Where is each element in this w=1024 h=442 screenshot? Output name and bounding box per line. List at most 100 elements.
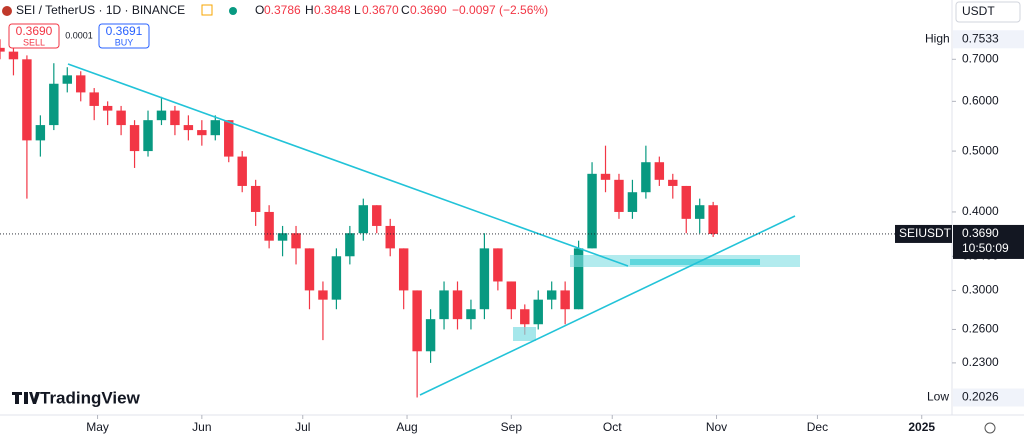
price-tag bbox=[953, 224, 1024, 259]
sell-button[interactable] bbox=[8, 23, 60, 49]
zone bbox=[513, 327, 536, 341]
price-tag-label: 0.3690 bbox=[962, 226, 999, 240]
candle-body bbox=[0, 47, 5, 52]
candle-body bbox=[533, 299, 543, 325]
candle-body bbox=[277, 233, 288, 241]
y-tick-label: 0.2300 bbox=[962, 355, 999, 369]
candle-body bbox=[331, 256, 342, 300]
candle-body bbox=[506, 281, 517, 310]
x-tick-label: Oct bbox=[603, 420, 622, 434]
candle-body bbox=[358, 205, 369, 234]
ohlc-close: 0.3690 bbox=[410, 3, 447, 17]
ohlc-high: 0.3848 bbox=[314, 3, 351, 17]
candle-body bbox=[143, 120, 153, 152]
y-tick-label: 0.3000 bbox=[962, 283, 999, 297]
trend-line bbox=[419, 215, 796, 396]
candle-body bbox=[520, 309, 530, 325]
y-tick-label: 0.4000 bbox=[962, 204, 999, 218]
candle-body bbox=[452, 290, 463, 320]
candle-body bbox=[35, 125, 46, 141]
spread: 0.0001 bbox=[65, 30, 93, 40]
candle-body bbox=[129, 125, 140, 152]
ohlc-l-label: L bbox=[354, 3, 361, 17]
candle-body bbox=[345, 233, 355, 257]
settings-icon[interactable] bbox=[984, 422, 996, 434]
currency-button[interactable] bbox=[955, 1, 1021, 23]
candle-body bbox=[600, 173, 611, 180]
candle-body bbox=[318, 290, 328, 300]
symbol-tag bbox=[895, 224, 952, 243]
candle-body bbox=[385, 225, 395, 249]
candle-body bbox=[641, 162, 651, 193]
candle-body bbox=[560, 290, 570, 310]
candle-body bbox=[479, 248, 490, 310]
candle-body bbox=[264, 211, 274, 241]
ohlc-c-label: C bbox=[401, 3, 410, 17]
low-tag bbox=[953, 388, 1024, 407]
candle-body bbox=[183, 125, 194, 131]
low-value: 0.2026 bbox=[962, 390, 999, 404]
low-label: Low bbox=[927, 390, 949, 404]
candle-body bbox=[102, 105, 113, 111]
countdown: 10:50:09 bbox=[962, 241, 1009, 255]
sell-price: 0.3690 bbox=[16, 24, 53, 38]
candle-body bbox=[412, 290, 422, 352]
y-tick-label: 0.6000 bbox=[962, 94, 999, 108]
candle-body bbox=[237, 156, 247, 186]
symbol-tag-label: SEIUSDT bbox=[899, 226, 952, 240]
candle-body bbox=[22, 59, 32, 141]
candle-body bbox=[372, 205, 382, 226]
candle-body bbox=[439, 290, 449, 320]
candle-body bbox=[546, 290, 557, 300]
candle-body bbox=[8, 51, 19, 60]
symbol-title: SEI / TetherUS · 1D · BINANCE bbox=[16, 3, 185, 17]
symbol-icon bbox=[2, 6, 12, 16]
candle-body bbox=[197, 130, 207, 136]
candle-body bbox=[398, 248, 409, 291]
sell-label: SELL bbox=[23, 37, 45, 47]
x-tick-label: Dec bbox=[807, 420, 828, 434]
high-label: High bbox=[925, 31, 950, 45]
candle-body bbox=[614, 179, 624, 212]
x-tick-label: Nov bbox=[706, 420, 727, 434]
candle-body bbox=[694, 205, 705, 219]
candle-body bbox=[224, 120, 234, 157]
x-tick-label: Sep bbox=[501, 420, 523, 434]
ohlc-h-label: H bbox=[305, 3, 314, 17]
candle-body bbox=[587, 173, 597, 249]
candle-body bbox=[291, 233, 301, 249]
candle-body bbox=[76, 75, 86, 93]
x-tick-label: May bbox=[86, 420, 109, 434]
high-value: 0.7533 bbox=[962, 31, 999, 45]
plot bbox=[0, 39, 956, 419]
status-dot bbox=[229, 7, 237, 15]
candle-body bbox=[466, 309, 476, 320]
x-tick-label: Aug bbox=[396, 420, 417, 434]
buy-label: BUY bbox=[115, 37, 134, 47]
x-tick-label: Jun bbox=[192, 420, 211, 434]
x-tick-label: Jul bbox=[295, 420, 310, 434]
zone bbox=[630, 259, 760, 265]
candle-body bbox=[668, 179, 678, 186]
candle-body bbox=[681, 185, 691, 219]
x-tick-label: 2025 bbox=[908, 420, 935, 434]
candle-body bbox=[156, 110, 167, 121]
ohlc-low: 0.3670 bbox=[362, 3, 399, 17]
buy-button[interactable] bbox=[98, 23, 150, 49]
y-tick-label: 0.7000 bbox=[962, 51, 999, 65]
ohlc-o-label: O bbox=[255, 3, 264, 17]
y-tick-label: 0.5000 bbox=[962, 143, 999, 157]
candle-body bbox=[49, 83, 59, 126]
flag-icon[interactable] bbox=[201, 4, 213, 16]
ohlc-change: −0.0097 (−2.56%) bbox=[452, 3, 548, 17]
trend-line bbox=[67, 63, 629, 267]
buy-price: 0.3691 bbox=[106, 24, 143, 38]
candle-body bbox=[654, 162, 665, 180]
high-tag bbox=[953, 30, 1024, 49]
candle-body bbox=[425, 319, 436, 352]
brand-logo bbox=[12, 392, 40, 404]
candle-body bbox=[708, 205, 718, 234]
candle-body bbox=[573, 248, 584, 310]
